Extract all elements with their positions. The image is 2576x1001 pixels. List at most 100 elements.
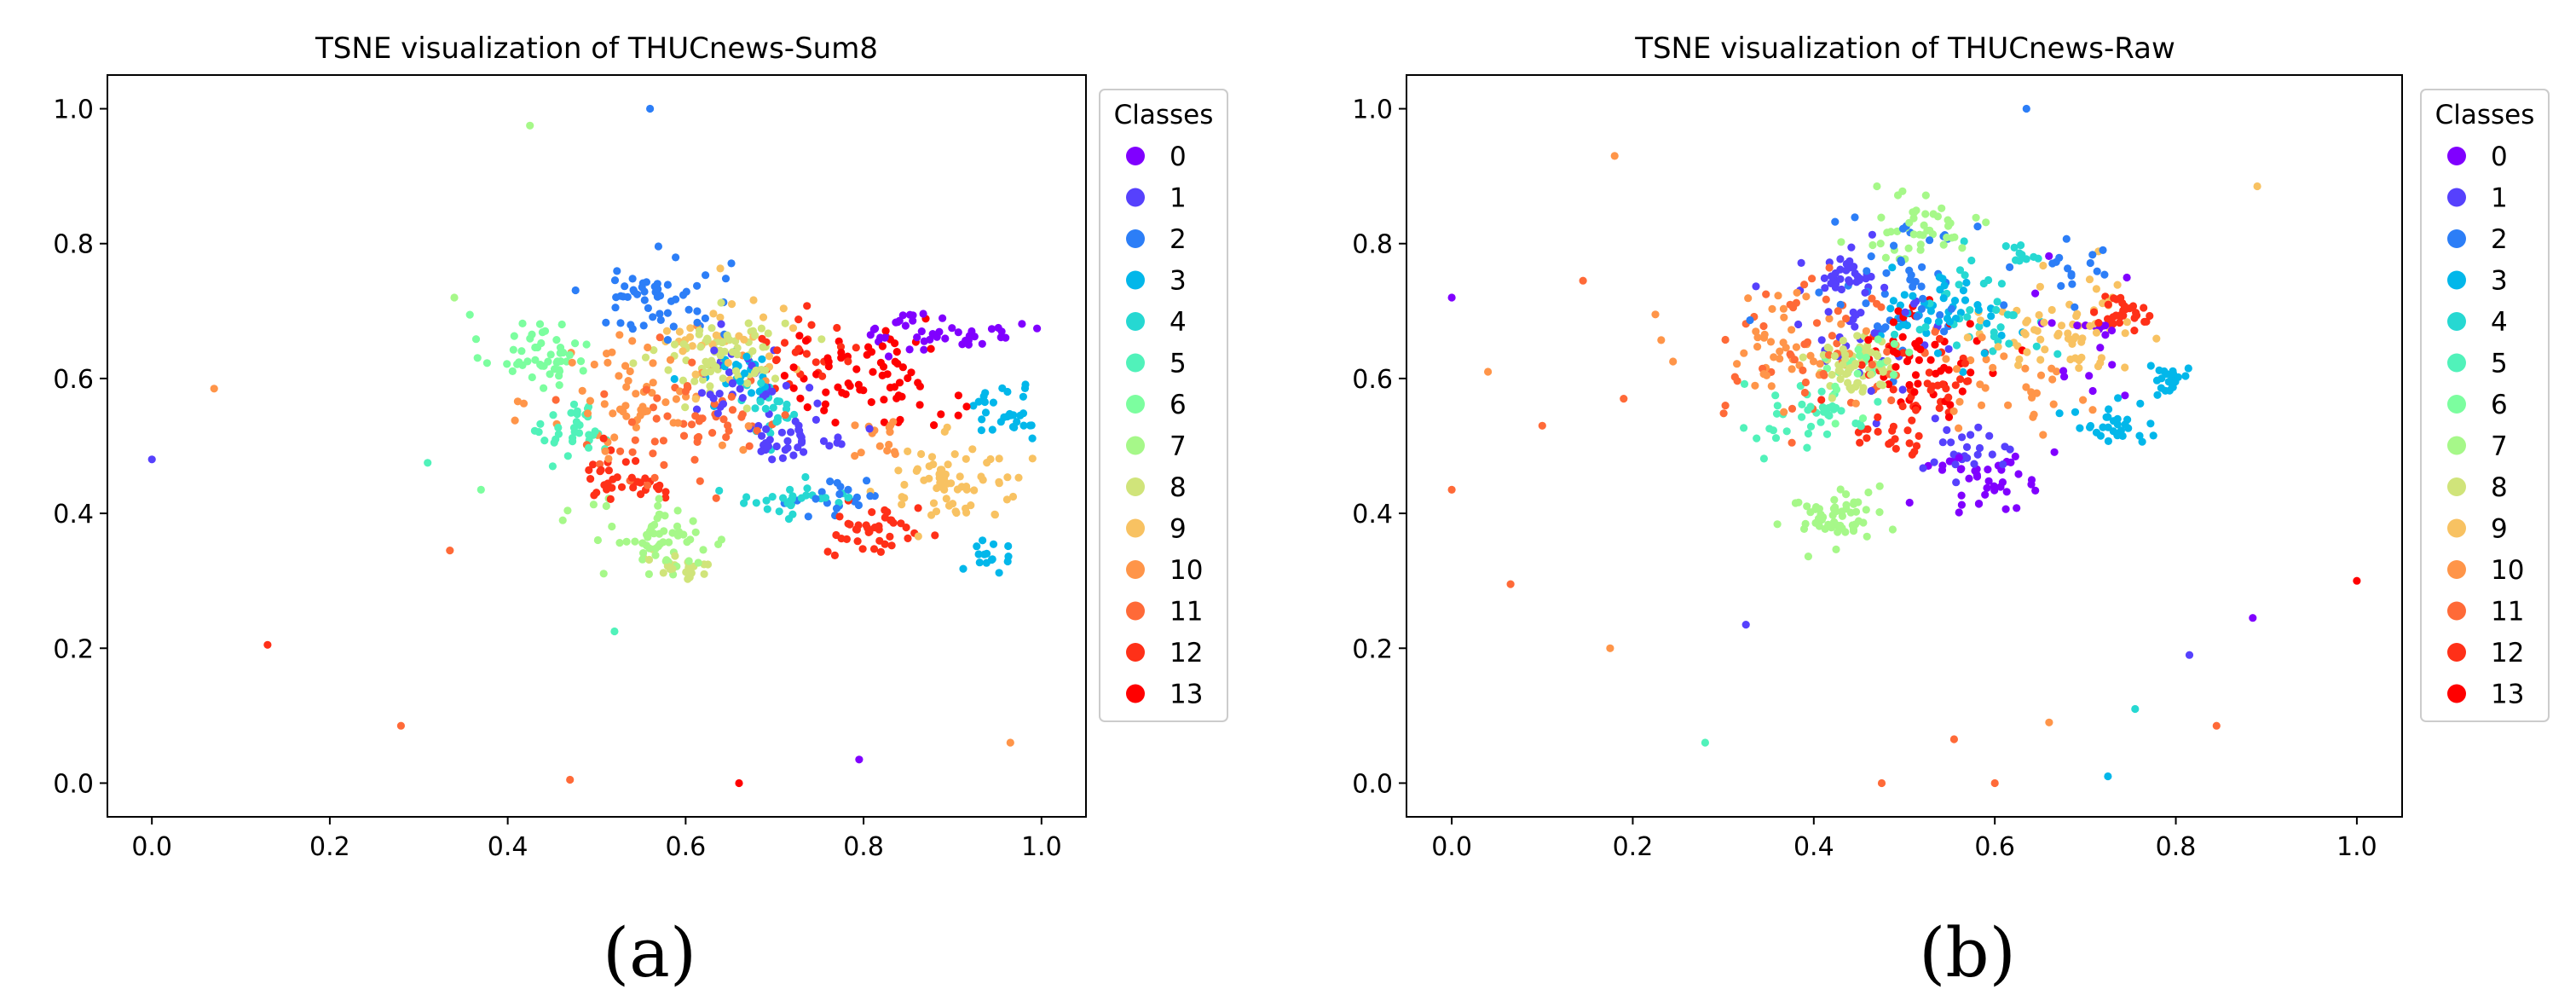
outlier-point xyxy=(526,121,534,130)
data-point xyxy=(1933,212,1942,221)
data-point xyxy=(1973,223,1982,231)
data-point xyxy=(742,352,751,361)
data-point xyxy=(2014,470,2023,478)
data-point xyxy=(917,327,926,336)
data-point xyxy=(1812,319,1822,327)
data-point xyxy=(780,372,789,380)
outlier-point xyxy=(2212,721,2221,730)
legend-label: 6 xyxy=(2491,390,2508,420)
data-point xyxy=(928,330,937,338)
data-point xyxy=(838,389,846,397)
data-point xyxy=(905,345,914,354)
data-point xyxy=(628,448,637,456)
data-point xyxy=(1746,315,1754,325)
data-point xyxy=(744,422,753,431)
data-point xyxy=(2048,319,2056,327)
data-point xyxy=(1989,363,1997,372)
data-point xyxy=(576,357,586,366)
data-point xyxy=(1811,505,1820,513)
data-point xyxy=(1828,370,1836,379)
data-point xyxy=(881,327,890,335)
outlier-point xyxy=(1579,276,1587,285)
data-point xyxy=(740,499,748,507)
data-point xyxy=(753,426,761,435)
data-point xyxy=(1837,238,1845,246)
data-point xyxy=(917,449,926,459)
data-point xyxy=(1751,381,1759,390)
outlier-point xyxy=(1620,395,1628,403)
data-point xyxy=(1817,396,1826,404)
data-point xyxy=(1950,297,1960,305)
data-point xyxy=(2053,350,2062,358)
data-point xyxy=(2022,318,2030,327)
data-point xyxy=(695,432,703,442)
data-point xyxy=(788,324,798,333)
data-point xyxy=(1970,460,1978,468)
data-point xyxy=(1976,316,1985,325)
data-point xyxy=(1719,409,1728,418)
data-point xyxy=(768,455,777,464)
data-point xyxy=(1943,425,1951,434)
outlier-point xyxy=(1447,485,1456,495)
data-point xyxy=(553,357,562,366)
data-point xyxy=(621,282,629,291)
data-point xyxy=(1766,338,1776,346)
data-point xyxy=(852,525,862,534)
data-point xyxy=(948,324,956,333)
data-point xyxy=(1820,274,1828,282)
data-point xyxy=(1780,313,1788,321)
data-point xyxy=(1909,214,1918,223)
outlier-point xyxy=(2045,718,2053,726)
data-point xyxy=(1018,320,1026,328)
legend-label: 1 xyxy=(2491,183,2508,214)
data-point xyxy=(554,430,563,438)
data-point xyxy=(616,447,625,455)
data-point xyxy=(1981,490,1990,499)
data-point xyxy=(1874,335,1882,344)
data-point xyxy=(812,370,821,379)
data-point xyxy=(709,310,718,318)
data-point xyxy=(1984,477,1993,485)
panel-b: TSNE visualization of THUCnews-Raw 0.00.… xyxy=(1352,32,2550,992)
data-point xyxy=(876,547,885,557)
data-point xyxy=(912,466,921,476)
data-point xyxy=(672,295,680,304)
data-point xyxy=(603,350,611,358)
chart-title: TSNE visualization of THUCnews-Sum8 xyxy=(315,32,878,66)
data-point xyxy=(762,425,771,433)
outlier-point xyxy=(450,293,459,302)
data-point xyxy=(1825,263,1834,272)
data-point xyxy=(2078,334,2087,343)
data-point xyxy=(859,386,868,395)
data-point xyxy=(952,508,961,518)
data-point xyxy=(954,328,962,337)
data-point xyxy=(1827,272,1836,281)
data-point xyxy=(700,570,708,578)
data-point xyxy=(759,313,768,321)
data-point xyxy=(968,445,977,454)
data-point xyxy=(868,508,876,517)
data-point xyxy=(716,402,725,411)
data-point xyxy=(2117,426,2125,435)
data-point xyxy=(958,340,967,349)
data-point xyxy=(2135,431,2144,440)
data-point xyxy=(2021,330,2030,338)
data-point xyxy=(691,395,700,403)
data-point xyxy=(1657,336,1666,344)
data-point xyxy=(642,278,651,286)
data-point xyxy=(863,477,871,485)
data-point xyxy=(736,377,744,386)
data-point xyxy=(2094,319,2103,327)
data-point xyxy=(2036,335,2045,344)
outlier-point xyxy=(2353,576,2361,585)
data-point xyxy=(664,366,673,374)
data-point xyxy=(1867,252,1875,261)
data-point xyxy=(603,485,611,494)
data-point xyxy=(670,374,679,384)
data-point xyxy=(1828,394,1836,402)
data-point xyxy=(797,494,806,502)
data-point xyxy=(2085,372,2094,380)
data-point xyxy=(789,363,798,372)
outlier-point xyxy=(1447,293,1456,302)
data-point xyxy=(1936,286,1944,294)
